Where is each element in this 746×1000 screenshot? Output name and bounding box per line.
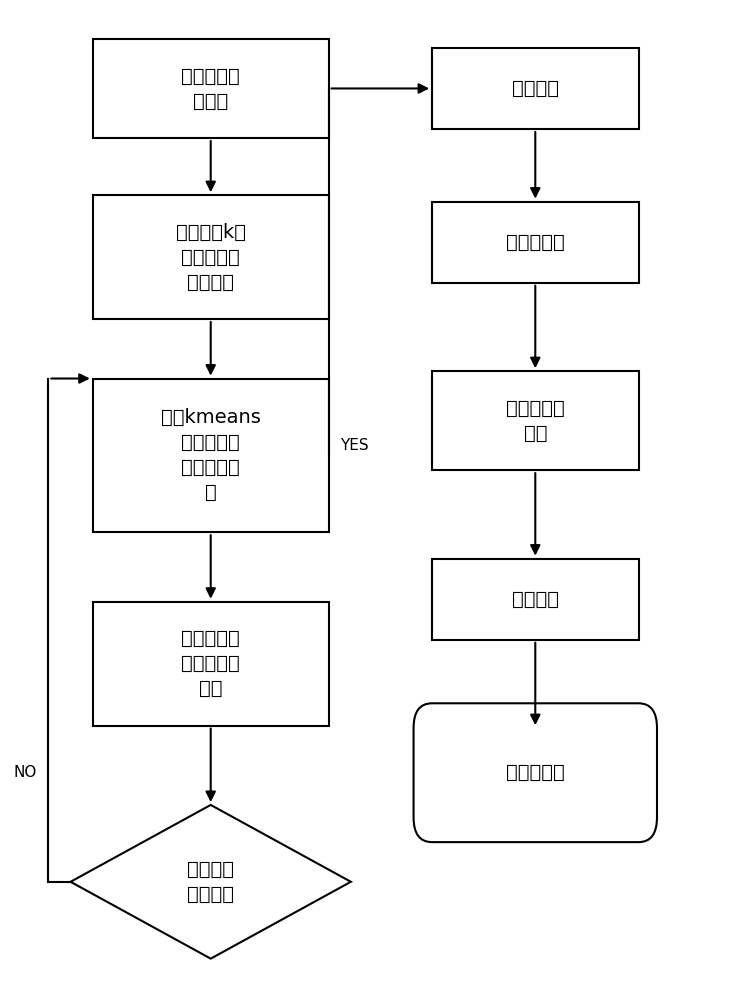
Text: 根据kmeans
算法重新构
造新的类中
心: 根据kmeans 算法重新构 造新的类中 心 [161, 408, 260, 502]
Text: 计算张量: 计算张量 [512, 590, 559, 609]
FancyBboxPatch shape [432, 202, 639, 283]
Text: 生成码本: 生成码本 [512, 79, 559, 98]
FancyBboxPatch shape [93, 379, 329, 532]
Text: NO: NO [14, 765, 37, 780]
FancyBboxPatch shape [93, 195, 329, 319]
Text: 聚类中心
是否相同: 聚类中心 是否相同 [187, 860, 234, 904]
FancyBboxPatch shape [432, 48, 639, 129]
Text: 改进的爬山
法优化聚类
中心: 改进的爬山 法优化聚类 中心 [181, 629, 240, 698]
Text: 计算相关面: 计算相关面 [506, 233, 565, 252]
FancyBboxPatch shape [432, 371, 639, 470]
Text: 任意选取k个
对象初始化
类的中心: 任意选取k个 对象初始化 类的中心 [176, 223, 245, 292]
Text: YES: YES [340, 438, 369, 453]
Text: 表示图像各
局域块: 表示图像各 局域块 [181, 66, 240, 110]
Text: 构造描述子: 构造描述子 [506, 763, 565, 782]
FancyBboxPatch shape [93, 602, 329, 726]
FancyBboxPatch shape [93, 39, 329, 138]
Text: 计算原型分
配图: 计算原型分 配图 [506, 399, 565, 443]
FancyBboxPatch shape [432, 559, 639, 640]
FancyBboxPatch shape [413, 703, 657, 842]
Polygon shape [71, 805, 351, 959]
